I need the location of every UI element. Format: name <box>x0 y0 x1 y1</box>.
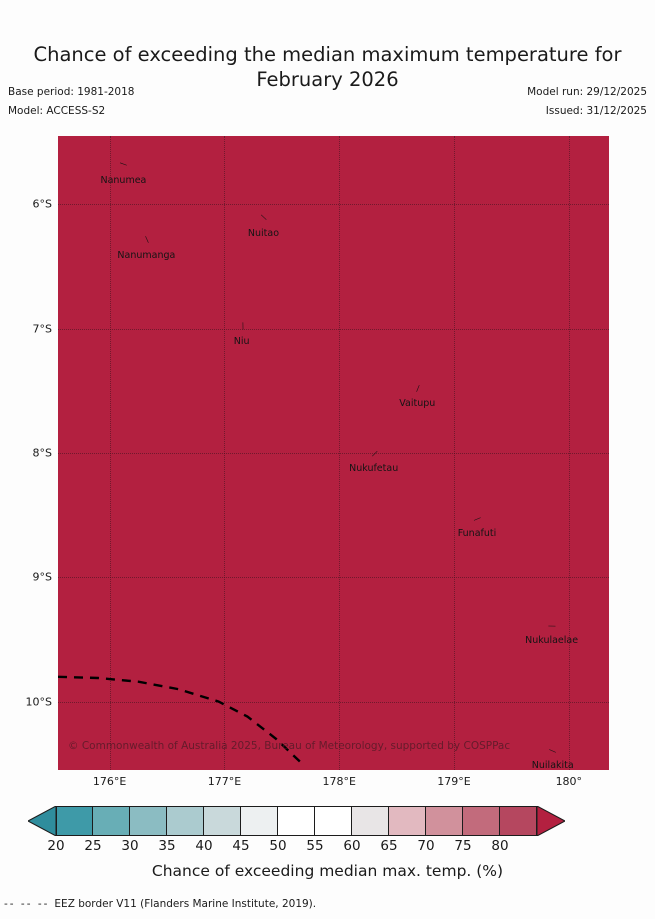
island-label: Nanumea <box>100 174 147 186</box>
colorbar-segment[interactable] <box>93 806 130 836</box>
chart-title: Chance of exceeding the median maximum t… <box>0 42 655 92</box>
island-label: Nukulaelae <box>525 634 579 646</box>
map-plot-area[interactable]: ⸺ Nanumea ⸺ Nuitao ⸺ Nanumanga ⸺ Niu ⸺ Vaitupu ⸺ Nu… <box>58 136 609 770</box>
gridline-horizontal <box>58 328 609 330</box>
colorbar-tick: 75 <box>454 838 472 854</box>
colorbar-segment[interactable] <box>204 806 241 836</box>
colorbar-tick: 35 <box>158 838 176 854</box>
island-label: Vaitupu <box>399 398 436 410</box>
x-tick-label: 179°E <box>437 775 471 788</box>
eez-dash-sample: -- -- -- <box>4 898 50 910</box>
issued-label: Issued: 31/12/2025 <box>545 105 647 117</box>
gridline-horizontal <box>58 701 609 703</box>
eez-legend-text: EEZ border V11 (Flanders Marine Institut… <box>54 898 317 910</box>
gridline-horizontal <box>58 453 609 454</box>
colorbar-tick: 25 <box>84 838 102 854</box>
island-label: Niu <box>233 336 250 348</box>
colorbar-tick: 65 <box>380 838 398 854</box>
colorbar-tick: 30 <box>121 838 139 854</box>
colorbar-tick: 80 <box>491 838 509 854</box>
colorbar[interactable]: 20 25 30 35 40 45 50 55 60 65 70 75 80 <box>0 800 655 854</box>
colorbar-segment[interactable] <box>315 806 352 836</box>
colorbar-segment[interactable] <box>389 806 426 836</box>
colorbar-tick: 55 <box>306 838 324 854</box>
copyright-watermark: © Commonwealth of Australia 2025, Bureau… <box>68 740 511 752</box>
colorbar-segment[interactable] <box>426 806 463 836</box>
x-tick-label: 178°E <box>322 775 356 788</box>
colorbar-segment[interactable] <box>352 806 389 836</box>
colorbar-tick: 60 <box>343 838 361 854</box>
chart-title-line1: Chance of exceeding the median maximum t… <box>33 43 622 66</box>
colorbar-over-arrow <box>537 806 565 836</box>
x-tick-label: 180° <box>555 775 583 788</box>
chart-title-line2: February 2026 <box>256 68 399 91</box>
model-run-label: Model run: 29/12/2025 <box>527 86 647 98</box>
model-label: Model: ACCESS-S2 <box>8 105 106 117</box>
y-tick-label: 10°S <box>25 695 52 709</box>
colorbar-segment[interactable] <box>278 806 315 836</box>
colorbar-segment[interactable] <box>241 806 278 836</box>
x-tick-label: 177°E <box>207 775 242 788</box>
gridline-horizontal <box>58 204 609 206</box>
island-label: Nuilakita <box>531 760 574 770</box>
colorbar-under-arrow <box>28 806 56 836</box>
eez-legend: -- -- -- EEZ border V11 (Flanders Marine… <box>4 898 316 910</box>
y-tick-label: 7°S <box>32 322 52 336</box>
eez-border-line <box>58 675 306 768</box>
colorbar-tick: 45 <box>232 838 250 854</box>
colorbar-segment[interactable] <box>167 806 204 836</box>
x-tick-label: 176°E <box>92 775 127 788</box>
colorbar-segment[interactable] <box>500 806 537 836</box>
island-label: Nanumanga <box>117 250 176 262</box>
colorbar-segment[interactable] <box>56 806 93 836</box>
y-tick-label: 6°S <box>32 197 52 211</box>
colorbar-segment[interactable] <box>130 806 167 836</box>
colorbar-segments[interactable] <box>56 806 537 836</box>
base-period-label: Base period: 1981-2018 <box>8 86 135 98</box>
colorbar-segment[interactable] <box>463 806 500 836</box>
island-label: Nukufetau <box>349 463 399 474</box>
colorbar-tick: 40 <box>195 838 213 854</box>
x-axis-ticks: 176°E 177°E 178°E 179°E 180° <box>58 772 609 796</box>
y-tick-label: 9°S <box>32 570 52 584</box>
island-label: Nuitao <box>247 228 280 240</box>
gridline-horizontal <box>58 577 609 579</box>
colorbar-tick: 20 <box>47 838 65 854</box>
colorbar-title: Chance of exceeding median max. temp. (%… <box>151 862 504 880</box>
y-axis-ticks: 6°S 7°S 8°S 9°S 10°S <box>0 136 52 770</box>
colorbar-tick: 70 <box>417 838 435 854</box>
colorbar-tick: 50 <box>269 838 287 854</box>
y-tick-label: 8°S <box>32 446 52 460</box>
island-label: Funafuti <box>457 527 497 539</box>
